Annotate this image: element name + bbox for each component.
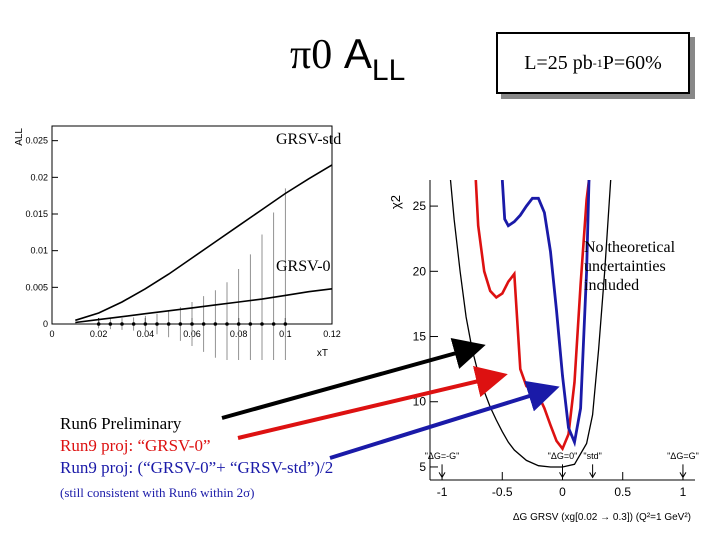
consistency-prefix: (still consistent with Run6 within 2	[60, 485, 244, 500]
x-tick-label: 0.02	[90, 329, 108, 339]
grsv-zero-label: GRSV-0	[276, 258, 331, 275]
data-point	[108, 322, 113, 326]
x-tick-label: 0.5	[614, 485, 631, 499]
y-axis-title: ALL	[14, 128, 25, 146]
y-tick-label: 20	[413, 264, 427, 278]
y-tick-label: 0.02	[30, 172, 48, 182]
title-pi: π0	[290, 32, 333, 78]
data-point	[213, 322, 218, 326]
legend-run9-avg: Run9 proj: (“GRSV-0”+ “GRSV-std”)/2	[60, 458, 334, 477]
data-point	[120, 322, 124, 326]
legend-run9-zero: Run9 proj: “GRSV-0”	[60, 436, 211, 455]
data-point	[96, 322, 101, 326]
legend-run6: Run6 Preliminary	[60, 414, 182, 433]
x-tick-label: 0.04	[137, 329, 155, 339]
y-tick-label: 10	[413, 395, 427, 409]
marker-label: "ΔG=0"	[548, 451, 578, 461]
title-subscript: LL	[371, 54, 406, 87]
luminosity-box: L=25 pb -1 P=60%	[496, 32, 690, 94]
y-axis-title: χ2	[388, 195, 403, 209]
legend-consistency-note: (still consistent with Run6 within 2σ)	[60, 485, 254, 501]
data-point	[283, 322, 288, 326]
x-tick-label: -1	[437, 485, 448, 499]
theory-note: No theoretical uncertainties included	[584, 238, 675, 295]
lumi-prefix: L=25 pb	[524, 51, 593, 74]
lumi-suffix: P=60%	[602, 51, 662, 74]
run9-zero-arrow	[237, 365, 508, 440]
lumi-exponent: -1	[592, 55, 603, 70]
consistency-suffix: )	[250, 485, 255, 500]
data-point	[131, 322, 136, 326]
chi2-curve-1	[449, 180, 612, 468]
marker-arrow-head	[438, 472, 446, 479]
y-tick-label: 0.01	[30, 246, 48, 256]
data-point	[178, 322, 183, 326]
marker-arrow-head	[679, 472, 687, 479]
data-point	[271, 322, 276, 326]
data-point	[166, 322, 171, 326]
marker-arrow-head	[589, 472, 597, 479]
data-point	[201, 322, 206, 326]
theory-note-line-3: included	[584, 277, 640, 294]
run9-avg-arrow	[329, 380, 560, 460]
series-line-grsv-std	[75, 164, 333, 322]
chi2-chart: 5 10 15 20 25 -1 -0.5 0 0.5 1 χ2 ΔG GRSV (xg[0.02 →…	[388, 180, 699, 523]
chi2-curve-3	[500, 180, 591, 448]
y-tick-label: 0	[43, 319, 48, 329]
data-point	[248, 322, 253, 326]
x-tick-label: 1	[680, 485, 687, 499]
theory-note-line-2: uncertainties	[584, 258, 666, 275]
asymmetry-chart: 0 0.02 0.04 0.06 0.08 0.1 0.1200.0050.010.0150…	[14, 125, 341, 360]
marker-arrow-head	[559, 472, 566, 479]
x-axis-title: ΔG GRSV (xg[0.02 → 0.3]) (Q²=1 GeV²)	[513, 512, 691, 523]
y-tick-label: 5	[419, 460, 426, 474]
y-tick-label: 0.015	[25, 209, 48, 219]
x-tick-label: 0	[559, 485, 566, 499]
consistency-sigma: σ	[243, 485, 251, 500]
y-tick-label: 25	[413, 199, 427, 213]
slide-title: π0 ALL	[290, 30, 405, 87]
x-tick-label: -0.5	[492, 485, 513, 499]
marker-label: "ΔG=G"	[667, 451, 699, 461]
data-point	[155, 322, 159, 326]
y-tick-label: 15	[413, 330, 427, 344]
data-point	[190, 322, 194, 326]
data-point	[260, 322, 264, 326]
title-a: A	[343, 30, 372, 77]
x-tick-label: 0	[49, 329, 54, 339]
run6-arrow	[221, 337, 486, 420]
x-tick-label: 0.12	[323, 329, 341, 339]
grsv-std-label: GRSV-std	[276, 131, 342, 148]
series-line-grsv-0	[75, 288, 333, 324]
data-point	[143, 322, 148, 326]
marker-label: "ΔG=-G"	[425, 451, 460, 461]
theory-note-line-1: No theoretical	[584, 239, 676, 256]
data-point	[236, 322, 241, 326]
y-tick-label: 0.025	[25, 136, 48, 146]
data-point	[225, 322, 229, 326]
x-axis-title: xT	[317, 348, 328, 359]
marker-label: "std"	[583, 451, 601, 461]
y-tick-label: 0.005	[25, 282, 48, 292]
